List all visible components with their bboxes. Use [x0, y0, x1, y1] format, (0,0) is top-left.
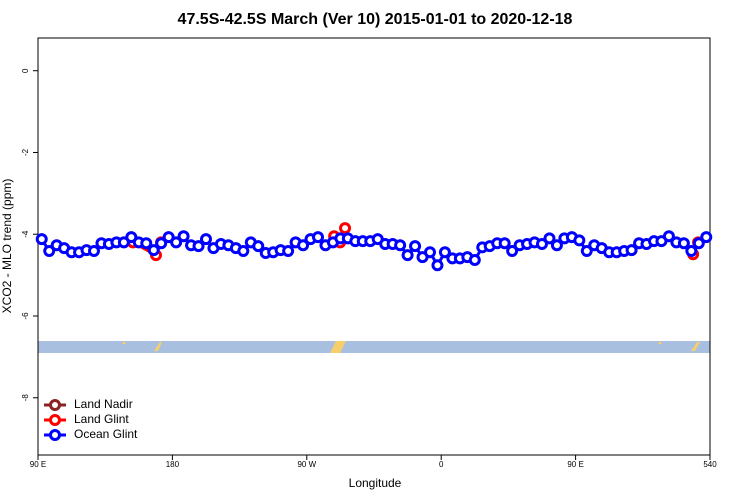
data-point: [177, 230, 190, 243]
data-point: [580, 244, 593, 257]
data-point: [192, 240, 205, 253]
legend-marker: [49, 429, 61, 441]
data-point: [125, 231, 138, 244]
data-point: [200, 233, 212, 246]
data-point: [700, 231, 713, 244]
data-point: [438, 246, 451, 259]
data-point: [162, 231, 175, 244]
data-point: [88, 244, 100, 257]
data-point: [625, 244, 638, 257]
y-tick-label: -6: [21, 312, 30, 320]
legend-label: Ocean Glint: [74, 427, 138, 441]
data-point: [424, 246, 436, 259]
data-point: [573, 234, 586, 247]
data-point: [394, 239, 407, 252]
plot-frame: [37, 37, 711, 456]
legend-label: Land Glint: [74, 412, 129, 426]
chart-title: 47.5S-42.5S March (Ver 10) 2015-01-01 to…: [178, 11, 573, 28]
x-tick-label: 90 E: [567, 460, 583, 469]
y-tick-label: -4: [21, 230, 30, 238]
data-point: [312, 231, 324, 244]
data-point: [117, 236, 130, 249]
x-tick-label: 540: [703, 460, 717, 469]
data-point: [147, 244, 160, 257]
data-point: [431, 259, 444, 272]
data-point: [170, 236, 183, 249]
data-point: [140, 237, 153, 250]
x-tick-label: 0: [439, 460, 444, 469]
coverage-band: [38, 341, 710, 353]
data-point: [237, 244, 250, 257]
data-point: [550, 239, 563, 252]
data-point: [692, 237, 705, 250]
y-tick-label: 0: [21, 68, 30, 73]
data-point: [252, 240, 265, 253]
x-axis-label: Longitude: [349, 476, 402, 490]
legend-marker: [49, 399, 61, 411]
x-tick-label: 90 W: [297, 460, 316, 469]
data-point: [498, 237, 511, 250]
data-point: [536, 238, 548, 251]
data-point: [297, 239, 310, 252]
data-point: [409, 240, 422, 253]
data-point: [468, 253, 481, 266]
data-point: [685, 244, 698, 257]
coverage-marks: [122, 341, 700, 353]
data-point: [35, 233, 48, 246]
data-point: [282, 244, 295, 257]
data-point: [677, 237, 690, 250]
x-tick-label: 180: [166, 460, 180, 469]
y-tick-label: -8: [21, 394, 30, 402]
y-tick-label: -2: [21, 148, 30, 156]
legend-marker: [49, 414, 61, 426]
x-tick-label: 90 E: [30, 460, 46, 469]
data-point: [155, 237, 168, 250]
data-point: [339, 222, 352, 235]
data-point: [401, 249, 414, 262]
data-point: [662, 230, 675, 243]
data-point: [43, 244, 56, 257]
y-axis-label: XCO2 - MLO trend (ppm): [0, 179, 14, 314]
legend-label: Land Nadir: [74, 397, 133, 411]
data-point: [506, 244, 519, 257]
data-point: [543, 232, 556, 245]
